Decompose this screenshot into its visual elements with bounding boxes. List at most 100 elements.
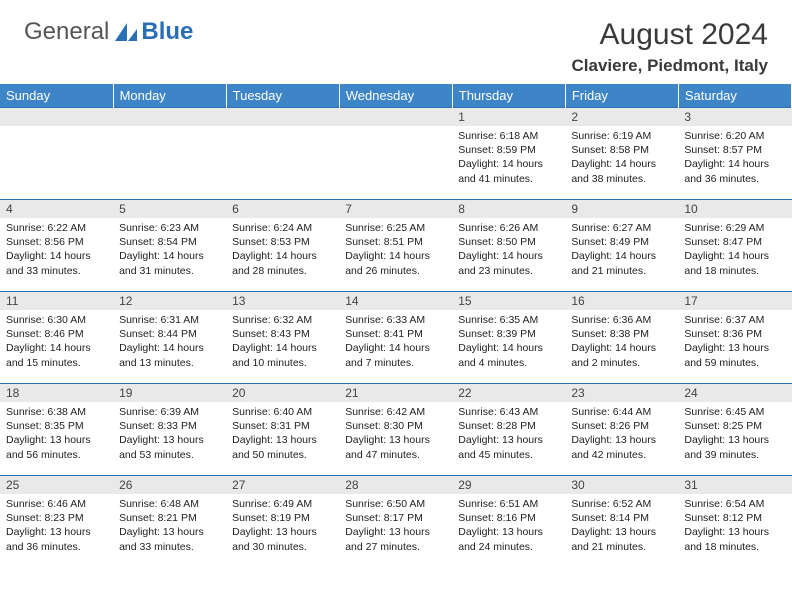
day-number: 20 <box>226 384 339 402</box>
calendar-cell: 19Sunrise: 6:39 AMSunset: 8:33 PMDayligh… <box>113 384 226 476</box>
sunrise-line: Sunrise: 6:36 AM <box>571 313 672 327</box>
calendar-cell: 11Sunrise: 6:30 AMSunset: 8:46 PMDayligh… <box>0 292 113 384</box>
sunrise-line: Sunrise: 6:39 AM <box>119 405 220 419</box>
sunrise-line: Sunrise: 6:19 AM <box>571 129 672 143</box>
daylight-line: Daylight: 14 hours and 38 minutes. <box>571 157 672 185</box>
day-body: Sunrise: 6:19 AMSunset: 8:58 PMDaylight:… <box>565 126 678 188</box>
day-body: Sunrise: 6:30 AMSunset: 8:46 PMDaylight:… <box>0 310 113 372</box>
sunset-line: Sunset: 8:31 PM <box>232 419 333 433</box>
day-body: Sunrise: 6:25 AMSunset: 8:51 PMDaylight:… <box>339 218 452 280</box>
sunrise-line: Sunrise: 6:49 AM <box>232 497 333 511</box>
sunrise-line: Sunrise: 6:42 AM <box>345 405 446 419</box>
day-number: 19 <box>113 384 226 402</box>
day-number: 28 <box>339 476 452 494</box>
sunset-line: Sunset: 8:44 PM <box>119 327 220 341</box>
day-header: Thursday <box>452 84 565 108</box>
day-number: 29 <box>452 476 565 494</box>
daylight-line: Daylight: 13 hours and 53 minutes. <box>119 433 220 461</box>
day-body: Sunrise: 6:24 AMSunset: 8:53 PMDaylight:… <box>226 218 339 280</box>
day-header: Wednesday <box>339 84 452 108</box>
daylight-line: Daylight: 14 hours and 33 minutes. <box>6 249 107 277</box>
logo-text-blue: Blue <box>141 18 193 46</box>
sunset-line: Sunset: 8:17 PM <box>345 511 446 525</box>
day-number: 15 <box>452 292 565 310</box>
day-body: Sunrise: 6:54 AMSunset: 8:12 PMDaylight:… <box>678 494 791 556</box>
day-number: 8 <box>452 200 565 218</box>
day-number <box>339 108 452 126</box>
sunrise-line: Sunrise: 6:40 AM <box>232 405 333 419</box>
day-number: 6 <box>226 200 339 218</box>
day-body: Sunrise: 6:52 AMSunset: 8:14 PMDaylight:… <box>565 494 678 556</box>
daylight-line: Daylight: 14 hours and 21 minutes. <box>571 249 672 277</box>
daylight-line: Daylight: 14 hours and 18 minutes. <box>684 249 785 277</box>
sunset-line: Sunset: 8:35 PM <box>6 419 107 433</box>
calendar-cell: 12Sunrise: 6:31 AMSunset: 8:44 PMDayligh… <box>113 292 226 384</box>
sunrise-line: Sunrise: 6:30 AM <box>6 313 107 327</box>
day-number: 13 <box>226 292 339 310</box>
sunset-line: Sunset: 8:59 PM <box>458 143 559 157</box>
calendar-cell: 5 Sunrise: 6:23 AMSunset: 8:54 PMDaylight… <box>113 200 226 292</box>
day-body: Sunrise: 6:33 AMSunset: 8:41 PMDaylight:… <box>339 310 452 372</box>
sunset-line: Sunset: 8:41 PM <box>345 327 446 341</box>
day-body <box>226 126 339 131</box>
logo-text-general: General <box>24 18 109 46</box>
sunset-line: Sunset: 8:46 PM <box>6 327 107 341</box>
daylight-line: Daylight: 14 hours and 31 minutes. <box>119 249 220 277</box>
day-body: Sunrise: 6:26 AMSunset: 8:50 PMDaylight:… <box>452 218 565 280</box>
day-body: Sunrise: 6:45 AMSunset: 8:25 PMDaylight:… <box>678 402 791 464</box>
day-number: 24 <box>678 384 791 402</box>
daylight-line: Daylight: 14 hours and 23 minutes. <box>458 249 559 277</box>
calendar-cell: 9Sunrise: 6:27 AMSunset: 8:49 PMDaylight… <box>565 200 678 292</box>
calendar-cell <box>339 108 452 200</box>
daylight-line: Daylight: 14 hours and 36 minutes. <box>684 157 785 185</box>
daylight-line: Daylight: 13 hours and 21 minutes. <box>571 525 672 553</box>
sunrise-line: Sunrise: 6:45 AM <box>684 405 785 419</box>
day-body: Sunrise: 6:36 AMSunset: 8:38 PMDaylight:… <box>565 310 678 372</box>
calendar-cell: 25Sunrise: 6:46 AMSunset: 8:23 PMDayligh… <box>0 476 113 568</box>
day-number: 21 <box>339 384 452 402</box>
calendar-cell: 22Sunrise: 6:43 AMSunset: 8:28 PMDayligh… <box>452 384 565 476</box>
calendar-cell: 23Sunrise: 6:44 AMSunset: 8:26 PMDayligh… <box>565 384 678 476</box>
daylight-line: Daylight: 14 hours and 2 minutes. <box>571 341 672 369</box>
calendar-cell: 6Sunrise: 6:24 AMSunset: 8:53 PMDaylight… <box>226 200 339 292</box>
day-header: Friday <box>565 84 678 108</box>
calendar-cell: 2Sunrise: 6:19 AMSunset: 8:58 PMDaylight… <box>565 108 678 200</box>
sunset-line: Sunset: 8:25 PM <box>684 419 785 433</box>
sunset-line: Sunset: 8:54 PM <box>119 235 220 249</box>
sunrise-line: Sunrise: 6:22 AM <box>6 221 107 235</box>
location: Claviere, Piedmont, Italy <box>571 56 768 76</box>
sunrise-line: Sunrise: 6:33 AM <box>345 313 446 327</box>
calendar-cell <box>226 108 339 200</box>
sunrise-line: Sunrise: 6:32 AM <box>232 313 333 327</box>
sunrise-line: Sunrise: 6:37 AM <box>684 313 785 327</box>
sunrise-line: Sunrise: 6:48 AM <box>119 497 220 511</box>
sunset-line: Sunset: 8:57 PM <box>684 143 785 157</box>
day-body: Sunrise: 6:27 AMSunset: 8:49 PMDaylight:… <box>565 218 678 280</box>
day-body: Sunrise: 6:44 AMSunset: 8:26 PMDaylight:… <box>565 402 678 464</box>
sunrise-line: Sunrise: 6:23 AM <box>119 221 220 235</box>
calendar-cell: 27Sunrise: 6:49 AMSunset: 8:19 PMDayligh… <box>226 476 339 568</box>
sunset-line: Sunset: 8:56 PM <box>6 235 107 249</box>
calendar-cell: 3Sunrise: 6:20 AMSunset: 8:57 PMDaylight… <box>678 108 791 200</box>
calendar-cell: 21Sunrise: 6:42 AMSunset: 8:30 PMDayligh… <box>339 384 452 476</box>
calendar-cell: 10Sunrise: 6:29 AMSunset: 8:47 PMDayligh… <box>678 200 791 292</box>
day-body: Sunrise: 6:40 AMSunset: 8:31 PMDaylight:… <box>226 402 339 464</box>
day-body: Sunrise: 6:49 AMSunset: 8:19 PMDaylight:… <box>226 494 339 556</box>
day-number: 17 <box>678 292 791 310</box>
day-number: 16 <box>565 292 678 310</box>
sunrise-line: Sunrise: 6:27 AM <box>571 221 672 235</box>
daylight-line: Daylight: 13 hours and 42 minutes. <box>571 433 672 461</box>
calendar-table: SundayMondayTuesdayWednesdayThursdayFrid… <box>0 84 792 568</box>
day-number: 25 <box>0 476 113 494</box>
calendar-cell: 15Sunrise: 6:35 AMSunset: 8:39 PMDayligh… <box>452 292 565 384</box>
day-body: Sunrise: 6:29 AMSunset: 8:47 PMDaylight:… <box>678 218 791 280</box>
day-number: 5 <box>113 200 226 218</box>
day-body: Sunrise: 6:31 AMSunset: 8:44 PMDaylight:… <box>113 310 226 372</box>
calendar-cell: 13Sunrise: 6:32 AMSunset: 8:43 PMDayligh… <box>226 292 339 384</box>
calendar-cell: 7Sunrise: 6:25 AMSunset: 8:51 PMDaylight… <box>339 200 452 292</box>
day-number: 2 <box>565 108 678 126</box>
day-number <box>0 108 113 126</box>
calendar-cell: 29Sunrise: 6:51 AMSunset: 8:16 PMDayligh… <box>452 476 565 568</box>
sunrise-line: Sunrise: 6:46 AM <box>6 497 107 511</box>
daylight-line: Daylight: 13 hours and 45 minutes. <box>458 433 559 461</box>
